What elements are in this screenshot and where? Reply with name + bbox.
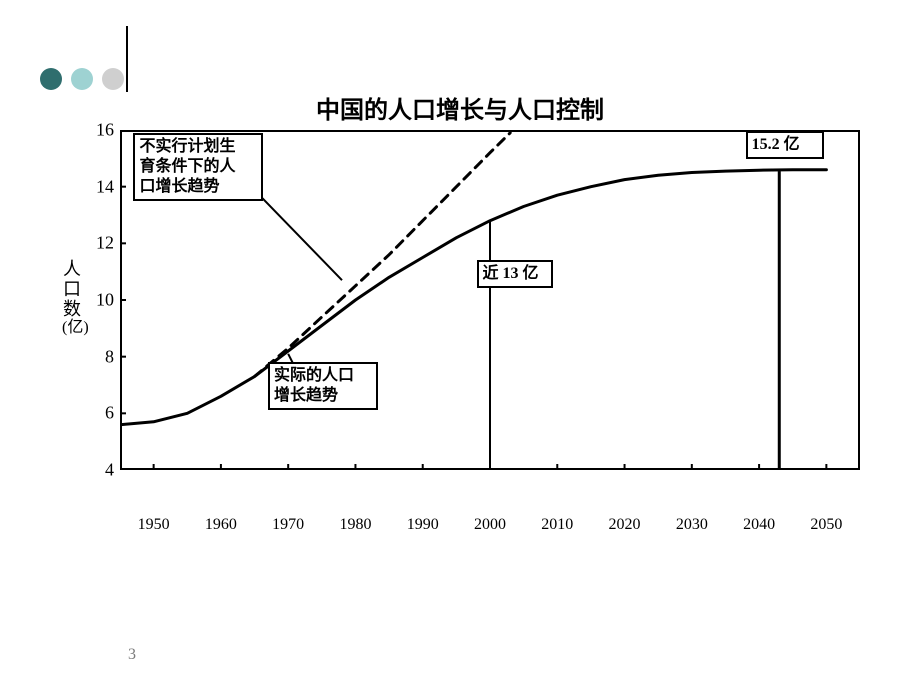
- y-axis-label: 人 口 数 (亿): [62, 260, 82, 337]
- ylabel-unit: (亿): [62, 319, 82, 337]
- y-tick-label: 14: [90, 176, 114, 197]
- x-tick-label: 2030: [676, 516, 708, 534]
- annotation-box: 近 13 亿: [477, 260, 553, 288]
- y-tick-label: 8: [90, 346, 114, 367]
- x-tick-label: 1950: [138, 516, 170, 534]
- chart-area: 人 口 数 (亿) 46810121416 195019601970198019…: [120, 130, 860, 510]
- annotation-box: 15.2 亿: [746, 131, 824, 159]
- x-tick-label: 1970: [272, 516, 304, 534]
- y-tick-label: 16: [90, 120, 114, 141]
- x-tick-label: 2010: [541, 516, 573, 534]
- dot-1: [40, 68, 62, 90]
- x-tick-label: 2020: [609, 516, 641, 534]
- annotation-box: 实际的人口增长趋势: [268, 362, 378, 410]
- page-number: 3: [128, 646, 136, 664]
- x-tick-label: 1990: [407, 516, 439, 534]
- x-tick-label: 2000: [474, 516, 506, 534]
- y-tick-label: 10: [90, 290, 114, 311]
- dot-2: [71, 68, 93, 90]
- y-tick-label: 4: [90, 460, 114, 481]
- ylabel-line: 人: [62, 260, 82, 280]
- ylabel-line: 数: [62, 300, 82, 320]
- x-tick-label: 1980: [339, 516, 371, 534]
- y-tick-label: 6: [90, 403, 114, 424]
- header-vertical-line: [126, 26, 128, 92]
- x-tick-label: 1960: [205, 516, 237, 534]
- chart-title: 中国的人口增长与人口控制: [0, 90, 920, 125]
- annotation-box: 不实行计划生育条件下的人口增长趋势: [133, 133, 263, 201]
- dot-3: [102, 68, 124, 90]
- x-tick-label: 2040: [743, 516, 775, 534]
- ylabel-line: 口: [62, 280, 82, 300]
- x-tick-label: 2050: [810, 516, 842, 534]
- y-tick-label: 12: [90, 233, 114, 254]
